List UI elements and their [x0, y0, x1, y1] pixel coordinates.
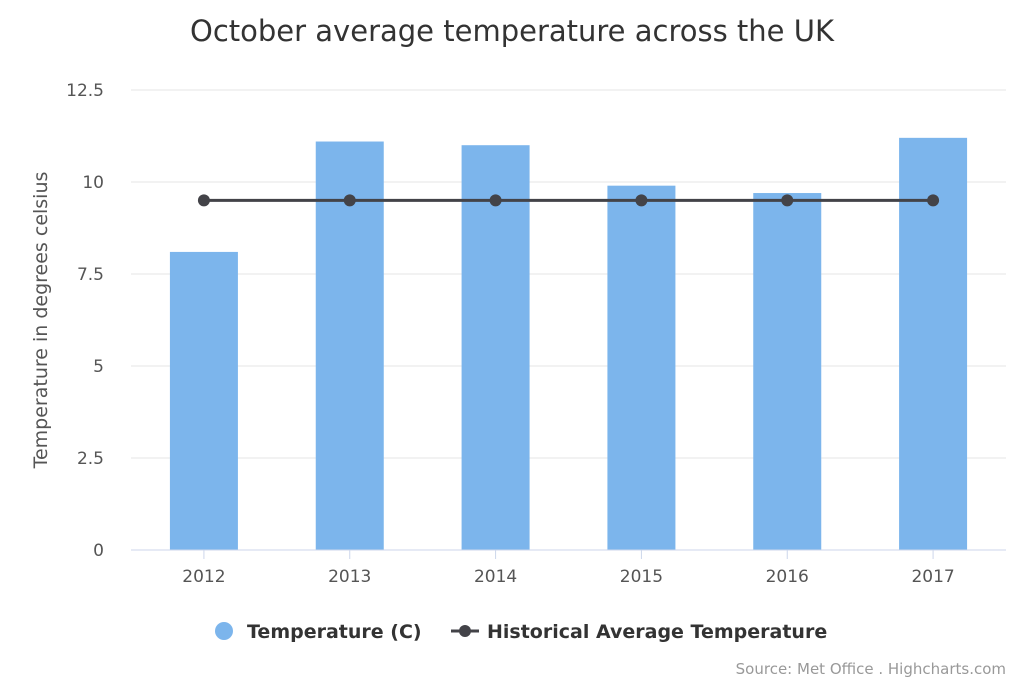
legend-item-historical-average[interactable]: Historical Average Temperature	[451, 621, 827, 643]
credits[interactable]: Source: Met Office . Highcharts.com	[736, 660, 1006, 678]
x-axis-ticks: 2012 2013 2014 2015 2016 2017	[182, 550, 955, 587]
y-tick-label: 10	[82, 173, 104, 193]
legend-item-temperature[interactable]: Temperature (C)	[215, 621, 422, 643]
legend-symbol-marker	[459, 625, 471, 637]
y-tick-label: 0	[93, 541, 104, 561]
line-point-2017[interactable]	[927, 194, 940, 207]
bar-series	[169, 137, 968, 551]
line-series	[197, 194, 940, 207]
chart-title: October average temperature across the U…	[190, 14, 835, 48]
line-point-2014[interactable]	[489, 194, 502, 207]
legend-label-historical-average: Historical Average Temperature	[487, 621, 827, 643]
x-tick-label: 2016	[766, 567, 809, 587]
line-point-2012[interactable]	[197, 194, 210, 207]
grid-lines	[131, 89, 1006, 459]
line-point-2016[interactable]	[781, 194, 794, 207]
x-tick-label: 2014	[474, 567, 517, 587]
line-point-2013[interactable]	[343, 194, 356, 207]
legend-label-temperature: Temperature (C)	[247, 621, 422, 643]
y-tick-label: 2.5	[77, 449, 104, 469]
y-tick-label: 12.5	[66, 81, 104, 101]
x-tick-label: 2012	[182, 567, 225, 587]
bar-2014[interactable]	[461, 145, 530, 550]
x-tick-label: 2013	[328, 567, 371, 587]
x-tick-label: 2015	[620, 567, 663, 587]
bar-2016[interactable]	[753, 193, 822, 551]
legend: Temperature (C) Historical Average Tempe…	[215, 621, 827, 643]
bar-2013[interactable]	[315, 141, 384, 550]
y-axis-ticks: 0 2.5 5 7.5 10 12.5	[66, 81, 104, 561]
bar-2017[interactable]	[899, 137, 968, 550]
y-tick-label: 5	[93, 357, 104, 377]
y-axis-label: Temperature in degrees celsius	[30, 172, 52, 470]
line-point-2015[interactable]	[635, 194, 648, 207]
legend-symbol-temperature	[215, 622, 233, 640]
bar-2012[interactable]	[169, 251, 238, 551]
x-tick-label: 2017	[911, 567, 954, 587]
y-tick-label: 7.5	[77, 265, 104, 285]
bar-2015[interactable]	[607, 185, 676, 550]
